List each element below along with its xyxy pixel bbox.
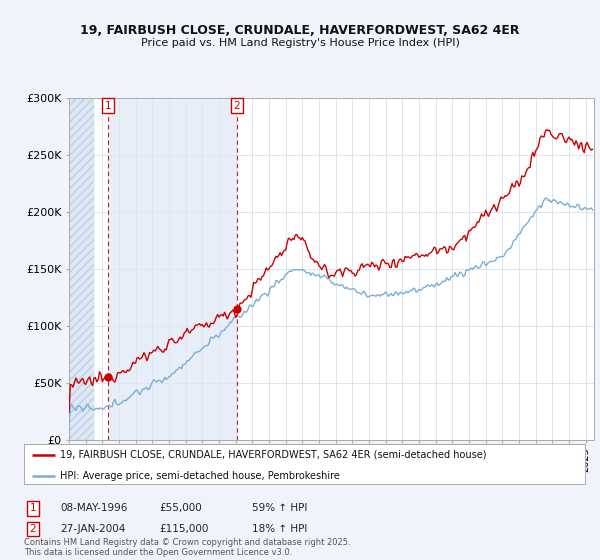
- Text: £55,000: £55,000: [159, 503, 202, 514]
- Text: 2: 2: [233, 101, 240, 111]
- Bar: [109, 98, 237, 440]
- Text: 27-JAN-2004: 27-JAN-2004: [60, 524, 125, 534]
- Text: £115,000: £115,000: [159, 524, 208, 534]
- Text: 19, FAIRBUSH CLOSE, CRUNDALE, HAVERFORDWEST, SA62 4ER (semi-detached house): 19, FAIRBUSH CLOSE, CRUNDALE, HAVERFORDW…: [61, 450, 487, 460]
- Text: HPI: Average price, semi-detached house, Pembrokeshire: HPI: Average price, semi-detached house,…: [61, 470, 340, 480]
- Text: 19, FAIRBUSH CLOSE, CRUNDALE, HAVERFORDWEST, SA62 4ER: 19, FAIRBUSH CLOSE, CRUNDALE, HAVERFORDW…: [80, 24, 520, 38]
- Text: 08-MAY-1996: 08-MAY-1996: [60, 503, 127, 514]
- Text: 1: 1: [105, 101, 112, 111]
- Text: Contains HM Land Registry data © Crown copyright and database right 2025.
This d: Contains HM Land Registry data © Crown c…: [24, 538, 350, 557]
- Text: 18% ↑ HPI: 18% ↑ HPI: [252, 524, 307, 534]
- Text: 1: 1: [29, 503, 37, 514]
- Text: Price paid vs. HM Land Registry's House Price Index (HPI): Price paid vs. HM Land Registry's House …: [140, 38, 460, 48]
- Bar: [69, 98, 94, 440]
- Text: 2: 2: [29, 524, 37, 534]
- Text: 59% ↑ HPI: 59% ↑ HPI: [252, 503, 307, 514]
